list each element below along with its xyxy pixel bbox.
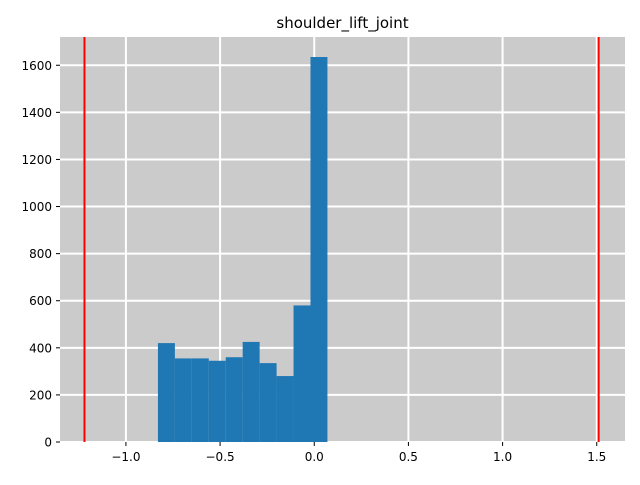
x-tick-label: −1.0 [111,450,140,464]
x-tick-label: 0.0 [305,450,324,464]
chart-title: shoulder_lift_joint [276,14,408,33]
y-tick-label: 1200 [21,153,52,167]
histogram-bar [276,376,294,442]
histogram-bar [174,358,192,442]
histogram-bar [157,343,175,442]
histogram-bar [293,305,311,442]
x-axis: −1.0 −0.5 0.0 0.5 1.0 1.5 [111,442,606,464]
y-tick-label: 0 [44,436,52,450]
y-tick-label: 200 [29,388,52,402]
x-tick-label: 1.5 [587,450,606,464]
y-tick-label: 800 [29,247,52,261]
y-tick-label: 1400 [21,106,52,120]
y-tick-label: 1600 [21,59,52,73]
histogram-bar [242,341,260,442]
histogram-bar [310,57,328,443]
x-tick-label: −0.5 [206,450,235,464]
y-tick-label: 600 [29,294,52,308]
x-tick-label: 0.5 [399,450,418,464]
limit-lines [83,37,600,442]
histogram-bar [191,358,209,442]
histogram-bar [259,363,277,442]
y-tick-label: 400 [29,341,52,355]
bars [157,57,328,443]
grid [60,37,625,443]
histogram-bar [208,360,226,442]
histogram-bar [225,357,243,442]
y-axis: 0 200 400 600 800 1000 1200 1400 1600 [21,59,60,450]
x-tick-label: 1.0 [493,450,512,464]
y-tick-label: 1000 [21,200,52,214]
plot-area [60,37,625,442]
